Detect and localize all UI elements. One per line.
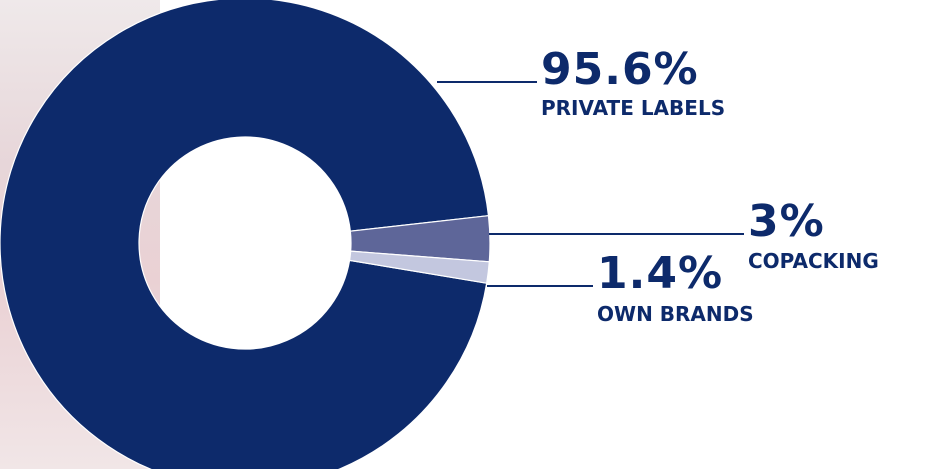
category-label-own-brands: OWN BRANDS	[597, 302, 754, 326]
donut-slices	[0, 0, 491, 469]
slice-own-brands	[348, 250, 490, 284]
category-label-private-labels: PRIVATE LABELS	[541, 96, 725, 120]
value-label-own-brands: 1.4%	[597, 248, 723, 299]
slice-private-labels	[0, 0, 490, 469]
value-label-copacking: 3%	[748, 196, 825, 247]
value-label-private-labels: 95.6%	[541, 44, 699, 95]
callout-private-labels: 95.6% PRIVATE LABELS	[437, 44, 725, 120]
callout-copacking: 3% COPACKING	[489, 196, 879, 273]
category-label-copacking: COPACKING	[748, 249, 879, 273]
callout-own-brands: 1.4% OWN BRANDS	[487, 248, 754, 326]
